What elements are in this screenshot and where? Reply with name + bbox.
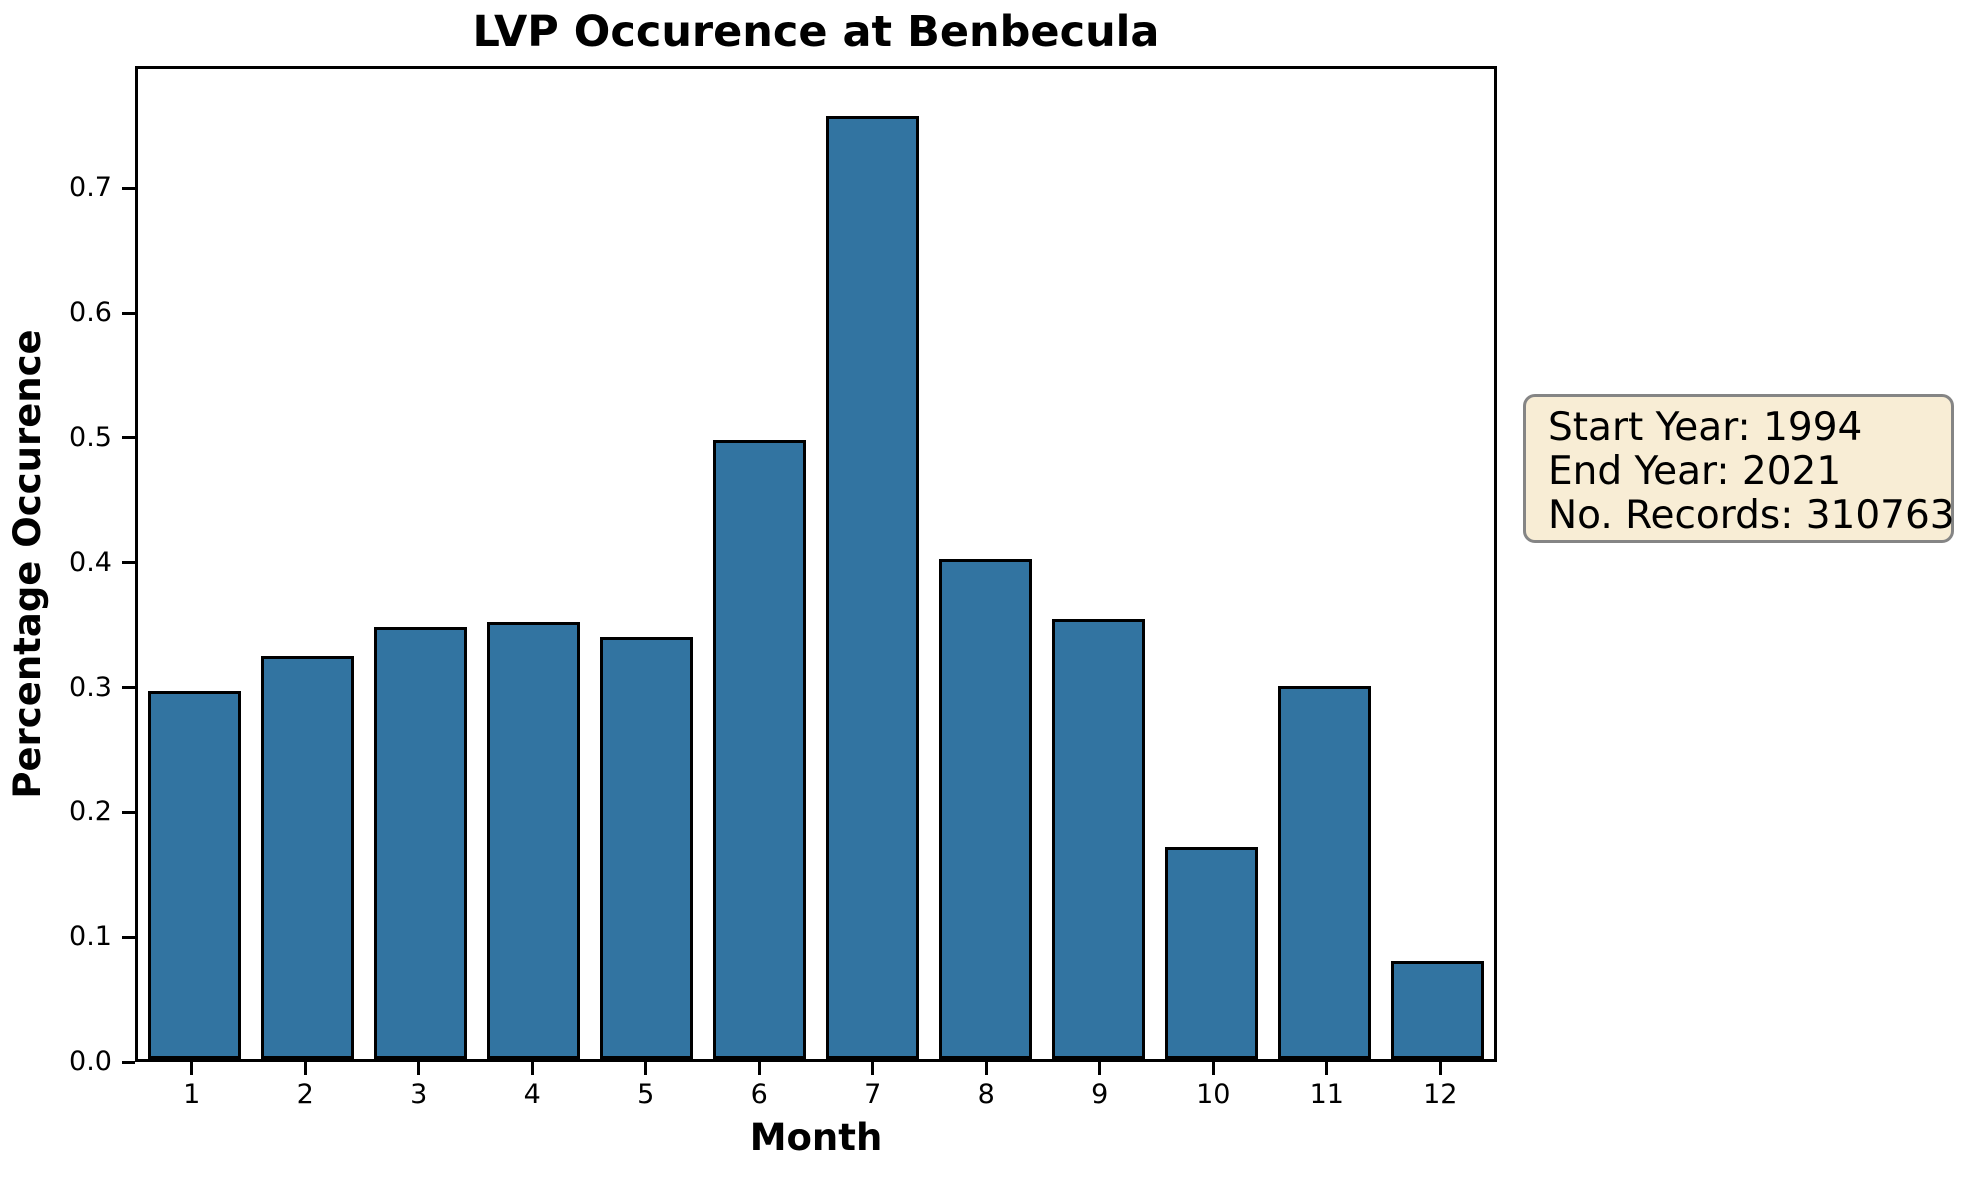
x-tick-mark-11	[1325, 1062, 1329, 1075]
y-tick-mark-0.5	[122, 436, 135, 440]
x-tick-label-1: 1	[183, 1079, 201, 1110]
x-tick-mark-6	[757, 1062, 761, 1075]
x-tick-label-5: 5	[637, 1079, 655, 1110]
annotation-line-records: No. Records: 310763	[1548, 493, 1955, 538]
x-tick-mark-1	[190, 1062, 194, 1075]
y-tick-label-0.6: 0.6	[69, 297, 112, 329]
y-tick-label-0.3: 0.3	[69, 671, 112, 703]
y-tick-mark-0.0	[122, 1060, 135, 1064]
y-tick-mark-0.3	[122, 686, 135, 690]
y-tick-label-0.5: 0.5	[69, 421, 112, 453]
bar-month-4	[487, 622, 580, 1059]
x-tick-mark-2	[303, 1062, 307, 1075]
bar-month-12	[1391, 961, 1484, 1059]
y-tick-label-0.0: 0.0	[69, 1046, 112, 1077]
bar-month-9	[1052, 619, 1145, 1059]
x-tick-label-3: 3	[410, 1079, 428, 1110]
y-tick-label-0.7: 0.7	[69, 172, 112, 204]
y-axis-label: Percentage Occurence	[6, 329, 49, 799]
y-tick-mark-0.1	[122, 935, 135, 939]
y-tick-mark-0.2	[122, 810, 135, 814]
bar-month-3	[374, 627, 467, 1059]
bar-month-8	[939, 559, 1032, 1059]
x-tick-mark-3	[417, 1062, 421, 1075]
x-tick-mark-12	[1438, 1062, 1442, 1075]
x-tick-mark-10	[1211, 1062, 1215, 1075]
y-tick-label-0.4: 0.4	[69, 546, 112, 578]
y-tick-label-0.2: 0.2	[69, 796, 112, 828]
x-tick-mark-8	[984, 1062, 988, 1075]
x-tick-mark-5	[644, 1062, 648, 1075]
x-axis-label: Month	[749, 1116, 883, 1159]
x-tick-mark-9	[1098, 1062, 1102, 1075]
plot-area	[135, 66, 1497, 1062]
x-tick-label-11: 11	[1309, 1079, 1344, 1110]
y-tick-mark-0.6	[122, 311, 135, 315]
y-tick-mark-0.7	[122, 186, 135, 190]
x-tick-label-4: 4	[523, 1079, 541, 1110]
x-tick-label-7: 7	[864, 1079, 882, 1110]
x-tick-label-10: 10	[1196, 1079, 1231, 1110]
bar-month-7	[826, 116, 919, 1059]
x-tick-label-9: 9	[1091, 1079, 1109, 1110]
bar-month-5	[600, 637, 693, 1059]
y-tick-label-0.1: 0.1	[69, 921, 112, 953]
annotation-line-start-year: Start Year: 1994	[1548, 405, 1863, 450]
x-tick-label-6: 6	[750, 1079, 768, 1110]
x-tick-label-2: 2	[296, 1079, 314, 1110]
x-tick-mark-4	[530, 1062, 534, 1075]
annotation-line-end-year: End Year: 2021	[1548, 449, 1842, 494]
chart-title: LVP Occurence at Benbecula	[472, 7, 1160, 57]
y-tick-mark-0.4	[122, 561, 135, 565]
bar-month-11	[1278, 686, 1371, 1059]
annotation-box: Start Year: 1994 End Year: 2021 No. Reco…	[1523, 394, 1955, 543]
bar-month-10	[1165, 847, 1258, 1059]
bar-month-2	[261, 656, 354, 1059]
bar-month-1	[148, 691, 241, 1059]
x-tick-label-8: 8	[977, 1079, 995, 1110]
bar-month-6	[713, 440, 806, 1059]
x-tick-mark-7	[871, 1062, 875, 1075]
x-tick-label-12: 12	[1423, 1079, 1458, 1110]
